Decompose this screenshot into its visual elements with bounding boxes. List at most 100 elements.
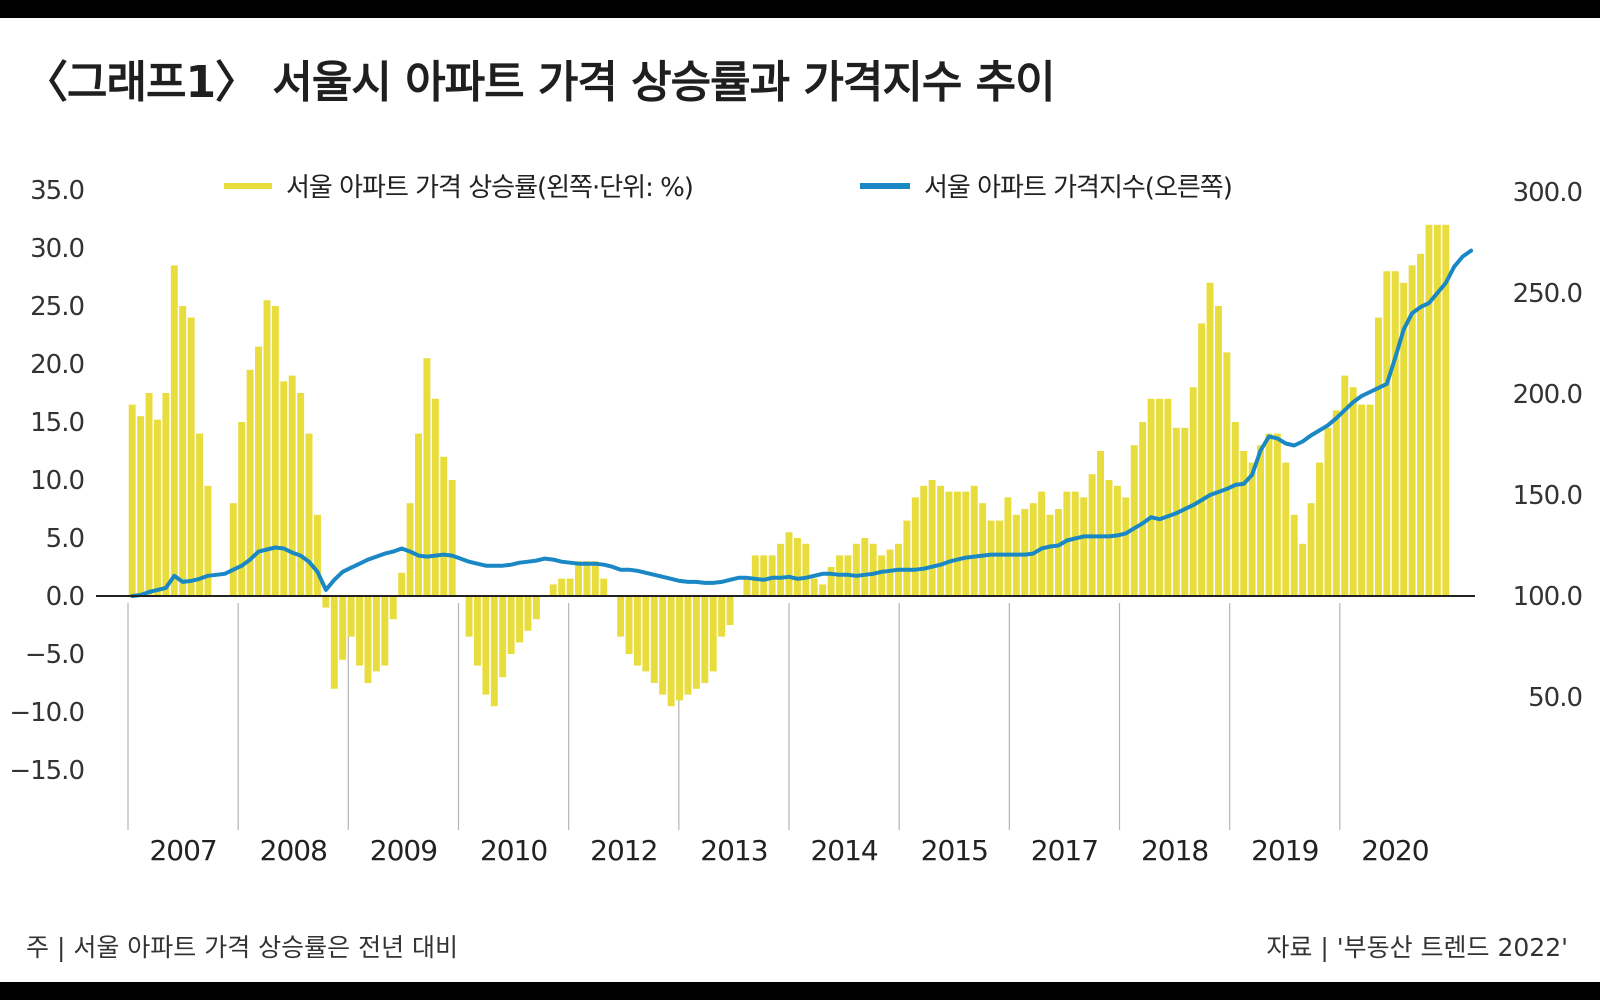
rate-bar <box>1408 265 1416 596</box>
rate-bar <box>246 369 254 596</box>
x-axis-year-label: 2014 <box>810 834 877 867</box>
rate-bar <box>1156 398 1163 596</box>
right-axis-tick-label: 100.0 <box>1513 582 1582 612</box>
rate-bar <box>1442 224 1450 597</box>
rate-bar <box>701 596 709 683</box>
rate-bar <box>1054 509 1062 596</box>
left-axis-tick-label: 10.0 <box>30 466 84 496</box>
rate-bar <box>1324 427 1332 596</box>
rate-bar <box>1147 398 1155 596</box>
left-axis-tick-label: 25.0 <box>30 292 84 322</box>
rate-bar <box>490 596 498 707</box>
rate-bar <box>1366 404 1374 596</box>
rate-bar <box>633 596 641 666</box>
rate-bar <box>1290 514 1298 596</box>
rate-bar <box>204 485 212 596</box>
legend-layer: 서울 아파트 가격 상승률(왼쪽·단위: %) 서울 아파트 가격지수(오른쪽) <box>224 173 1233 203</box>
rate-bar <box>196 433 204 596</box>
rate-bar <box>280 381 288 596</box>
rate-bar <box>1071 491 1079 596</box>
rate-bar <box>583 561 591 596</box>
x-axis-year-label: 2010 <box>480 834 547 867</box>
rate-bar <box>170 265 178 596</box>
rate-bar <box>1349 387 1357 596</box>
rate-bar <box>878 555 886 596</box>
rate-bar <box>1198 323 1206 596</box>
left-axis-tick-label: −10.0 <box>9 698 84 728</box>
left-axis-tick-label: 0.0 <box>46 582 84 612</box>
rate-bar <box>154 419 161 596</box>
footnote: 주 | 서울 아파트 가격 상승률은 전년 대비 <box>26 933 459 962</box>
rate-bar <box>1206 282 1214 596</box>
rate-bar <box>322 596 330 608</box>
rate-bar <box>507 596 515 654</box>
rate-bar <box>945 491 953 596</box>
rate-bar <box>297 393 305 596</box>
rate-bar <box>1139 422 1147 596</box>
left-axis-tick-label: −15.0 <box>9 756 84 786</box>
rate-bar <box>962 491 970 596</box>
rate-bar <box>1130 445 1138 596</box>
rate-bar <box>238 422 246 596</box>
rate-bar <box>137 416 145 596</box>
rate-bar <box>1029 503 1037 596</box>
left-axis-tick-label: −5.0 <box>25 640 84 670</box>
rate-bar <box>911 497 919 596</box>
rate-bar <box>1299 543 1307 596</box>
rate-bar <box>448 480 456 596</box>
rate-bar <box>903 520 911 596</box>
rate-bar <box>869 543 877 596</box>
rate-bar <box>937 485 945 596</box>
rate-bar <box>802 543 810 596</box>
rate-bar <box>659 596 667 695</box>
rate-bar <box>532 596 540 620</box>
line-layer <box>130 248 1474 598</box>
x-axis-year-label: 2009 <box>370 834 437 867</box>
rate-bar <box>339 596 347 660</box>
rate-bar <box>1097 451 1105 596</box>
rate-bar <box>676 596 683 701</box>
x-axis-year-label: 2012 <box>590 834 657 867</box>
rate-bar <box>1257 445 1264 596</box>
rate-bar <box>1358 404 1366 596</box>
x-axis-year-label: 2008 <box>260 834 327 867</box>
rate-bar <box>1223 352 1231 596</box>
rate-bar <box>709 596 717 672</box>
rate-bar <box>852 543 860 596</box>
rate-bar <box>1273 433 1281 596</box>
axes-layer: 35.0 30.0 25.0 20.0 15.0 10.0 5.0 0.0 −5.0 −10.0 −… <box>9 176 1583 867</box>
rate-bar <box>1214 306 1222 596</box>
rate-bar <box>928 480 936 596</box>
chart-card: 〈그래프1〉 서울시 아파트 가격 상승률과 가격지수 추이 35.0 30.0 2… <box>0 18 1600 982</box>
rate-bar <box>667 596 675 707</box>
rate-bar <box>1122 497 1130 596</box>
rate-bar <box>271 306 279 596</box>
source-note: 자료 | '부동산 트렌드 2022' <box>1266 933 1568 962</box>
left-axis-tick-label: 30.0 <box>30 234 84 264</box>
rate-bar <box>128 404 136 596</box>
legend-index-label: 서울 아파트 가격지수(오른쪽) <box>924 173 1232 203</box>
rate-bar <box>1433 224 1441 597</box>
rate-bar <box>743 578 751 596</box>
rate-bar <box>625 596 633 654</box>
rate-bar <box>356 596 364 666</box>
rate-bar <box>1113 485 1121 596</box>
right-axis-tick-label: 250.0 <box>1513 279 1582 309</box>
rate-bar <box>145 393 153 596</box>
rate-bar <box>381 596 389 666</box>
rate-bar <box>473 596 481 666</box>
rate-bar <box>1248 462 1256 596</box>
rate-bar <box>1282 462 1290 596</box>
rate-bar <box>1391 271 1399 596</box>
price-index-line <box>130 248 1474 598</box>
rate-bar <box>953 491 961 596</box>
rate-bar <box>1240 451 1248 596</box>
rate-bar <box>591 561 599 596</box>
rate-bar <box>1231 422 1239 596</box>
rate-bar <box>524 596 532 631</box>
chart-canvas: 35.0 30.0 25.0 20.0 15.0 10.0 5.0 0.0 −5.0 −10.0 −… <box>9 173 1583 867</box>
rate-bar <box>1425 224 1433 597</box>
grid-layer <box>127 603 1341 830</box>
left-axis-tick-label: 35.0 <box>30 176 84 206</box>
rate-bar <box>440 456 448 596</box>
